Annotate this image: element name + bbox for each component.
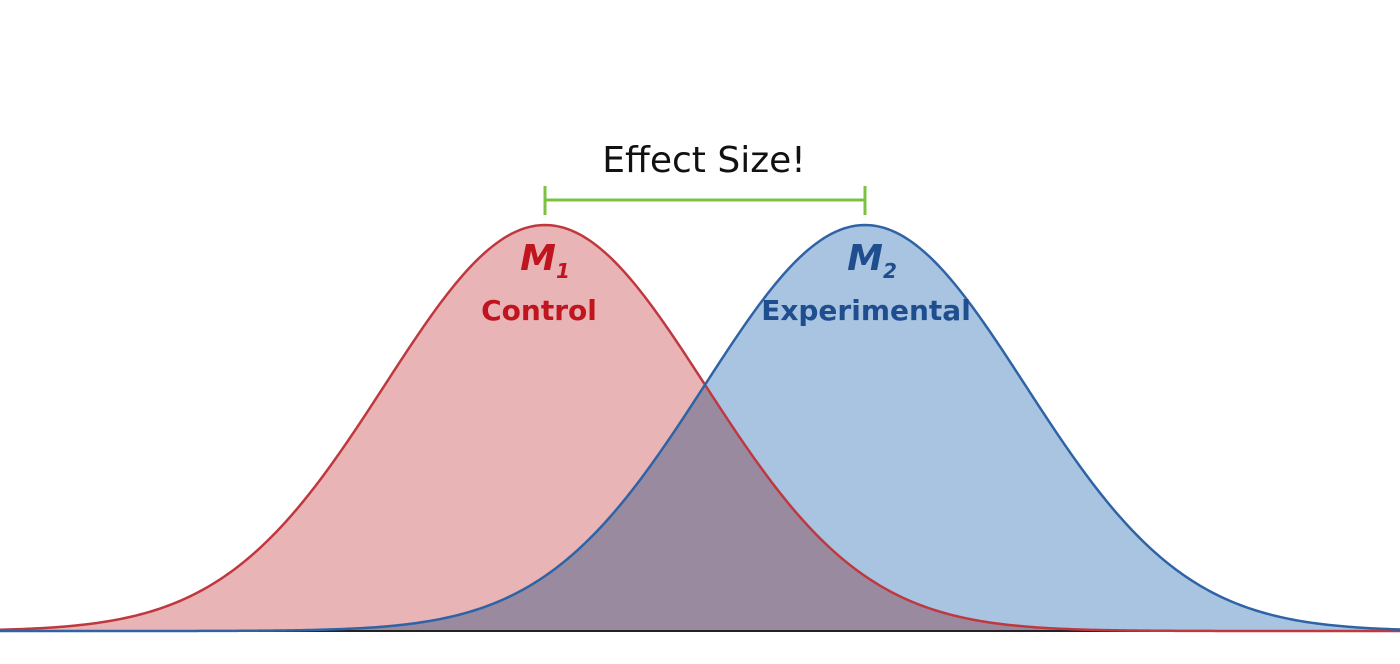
mean-subscript: 2 [883, 259, 897, 283]
mean-symbol: M [847, 238, 883, 279]
mean-subscript: 1 [556, 259, 570, 283]
group-label: Control [481, 294, 597, 327]
experimental-curve [0, 223, 1400, 633]
effect-bracket [543, 186, 867, 215]
title: Effect Size! [602, 140, 805, 181]
mean-symbol: M [520, 238, 556, 279]
experimental-distribution [0, 225, 1400, 631]
group-label: Experimental [761, 294, 971, 327]
mean-label: M2 [847, 238, 897, 283]
mean-label: M1 [520, 238, 570, 283]
control-curve [0, 223, 1400, 633]
